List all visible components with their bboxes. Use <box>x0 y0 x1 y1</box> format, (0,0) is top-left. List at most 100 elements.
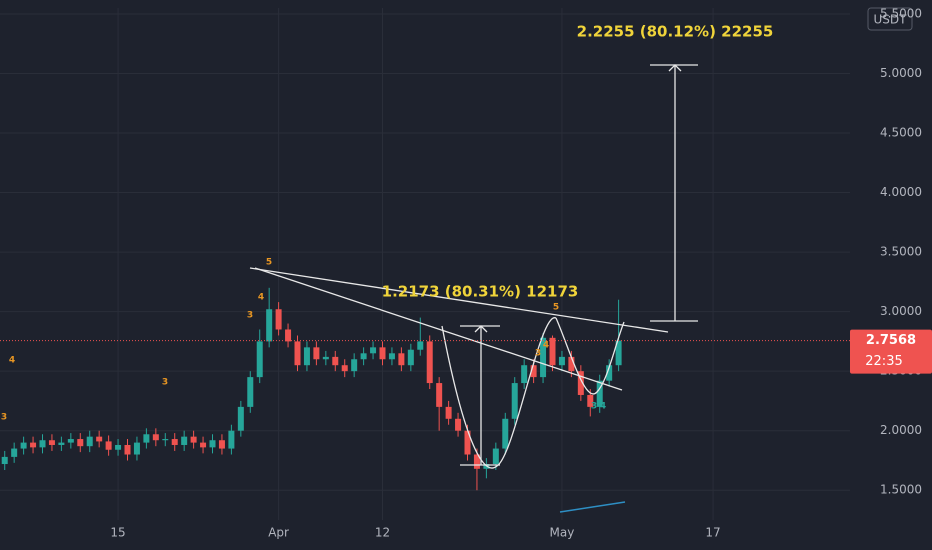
candle-body <box>275 309 282 330</box>
candle-body <box>615 340 622 366</box>
candle-body <box>436 383 443 407</box>
x-tick-label: 17 <box>705 526 720 540</box>
candle-body <box>190 436 197 443</box>
candle-body <box>247 377 254 407</box>
measure-label: 1.2173 (80.31%) 12173 <box>382 283 579 301</box>
candle-body <box>388 353 395 360</box>
wave-label: 5 <box>553 303 559 313</box>
candle-body <box>1 456 8 465</box>
candle-body <box>351 359 358 372</box>
candle-body <box>341 365 348 372</box>
candle-body <box>407 349 414 366</box>
countdown-label: 22:35 <box>865 354 902 369</box>
candle-body <box>313 347 320 360</box>
y-tick-label: 5.5000 <box>880 6 922 20</box>
wave-label: 4 <box>600 402 606 412</box>
candle-body <box>200 442 207 448</box>
handle-curve <box>555 317 625 395</box>
candle-body <box>502 418 509 449</box>
wave-label: 3 <box>535 349 541 359</box>
candle-body <box>20 442 27 449</box>
arrow-head <box>474 325 488 333</box>
candle-body <box>549 337 556 366</box>
candle-body <box>587 394 594 407</box>
candle-body <box>39 440 46 448</box>
wave-label: 3 <box>1 413 7 423</box>
x-tick-label: May <box>550 526 575 540</box>
wave-label: 3 <box>247 311 253 321</box>
candle-body <box>360 353 367 360</box>
candle-body <box>577 371 584 395</box>
candle-body <box>426 341 433 384</box>
candle-body <box>332 356 339 366</box>
candle-body <box>209 440 216 448</box>
candle-body <box>530 365 537 378</box>
candle-body <box>370 347 377 354</box>
x-tick-label: 15 <box>110 526 125 540</box>
wave-label: 3 <box>162 378 168 388</box>
candle-body <box>105 441 112 450</box>
candle-body <box>11 448 18 457</box>
wave-label: 3 <box>591 402 597 412</box>
candle-body <box>464 430 471 455</box>
x-tick-label: Apr <box>268 526 289 540</box>
wave-label: 4 <box>543 341 549 351</box>
wave-label: 4 <box>258 293 264 303</box>
candle-body <box>266 309 273 342</box>
candle-body <box>473 454 480 469</box>
candle-body <box>492 448 499 465</box>
y-tick-label: 3.5000 <box>880 245 922 259</box>
candle-body <box>445 406 452 419</box>
candle-body <box>256 341 263 378</box>
y-tick-label: 2.0000 <box>880 423 922 437</box>
price-badge <box>850 329 932 374</box>
candle-body <box>77 439 84 447</box>
wave-label: 5 <box>266 258 272 268</box>
arrow-head <box>668 64 682 72</box>
candle-body <box>86 436 93 447</box>
x-tick-label: 12 <box>375 526 390 540</box>
grid <box>0 8 850 520</box>
measure-label: 2.2255 (80.12%) 22255 <box>577 23 774 41</box>
cup-curve <box>441 317 557 469</box>
candle-body <box>152 434 159 441</box>
indicator-line <box>559 501 626 513</box>
y-tick-label: 4.5000 <box>880 126 922 140</box>
candle-body <box>143 434 150 443</box>
candle-body <box>171 439 178 445</box>
candle-body <box>521 365 528 384</box>
candle-body <box>285 329 292 342</box>
y-tick-label: 1.5000 <box>880 483 922 497</box>
candle-body <box>133 442 140 455</box>
y-tick-label: 5.0000 <box>880 66 922 80</box>
trendline <box>254 267 623 391</box>
candle-body <box>558 356 565 366</box>
candle-body <box>162 439 169 441</box>
candle-body <box>58 442 65 445</box>
wave-label: 4 <box>9 356 15 366</box>
y-tick-label: 3.0000 <box>880 304 922 318</box>
candle-body <box>322 356 329 360</box>
price-label: 2.7568 <box>866 333 916 348</box>
candle-body <box>455 418 462 431</box>
candle-body <box>96 436 103 442</box>
currency: USDT <box>874 13 908 27</box>
candle-body <box>568 356 575 372</box>
candle-body <box>511 383 518 419</box>
candle-body <box>228 430 235 449</box>
candle-body <box>303 347 310 366</box>
candle-body <box>218 440 225 449</box>
candle-body <box>398 353 405 366</box>
y-tick-label: 4.0000 <box>880 185 922 199</box>
candle-body <box>48 440 55 445</box>
candle-body <box>115 444 122 450</box>
candle-body <box>67 439 74 443</box>
candles <box>1 287 622 491</box>
candle-body <box>540 337 547 378</box>
candle-body <box>417 341 424 350</box>
candle-body <box>181 436 188 445</box>
drawings <box>249 64 698 469</box>
trendline <box>249 267 669 333</box>
